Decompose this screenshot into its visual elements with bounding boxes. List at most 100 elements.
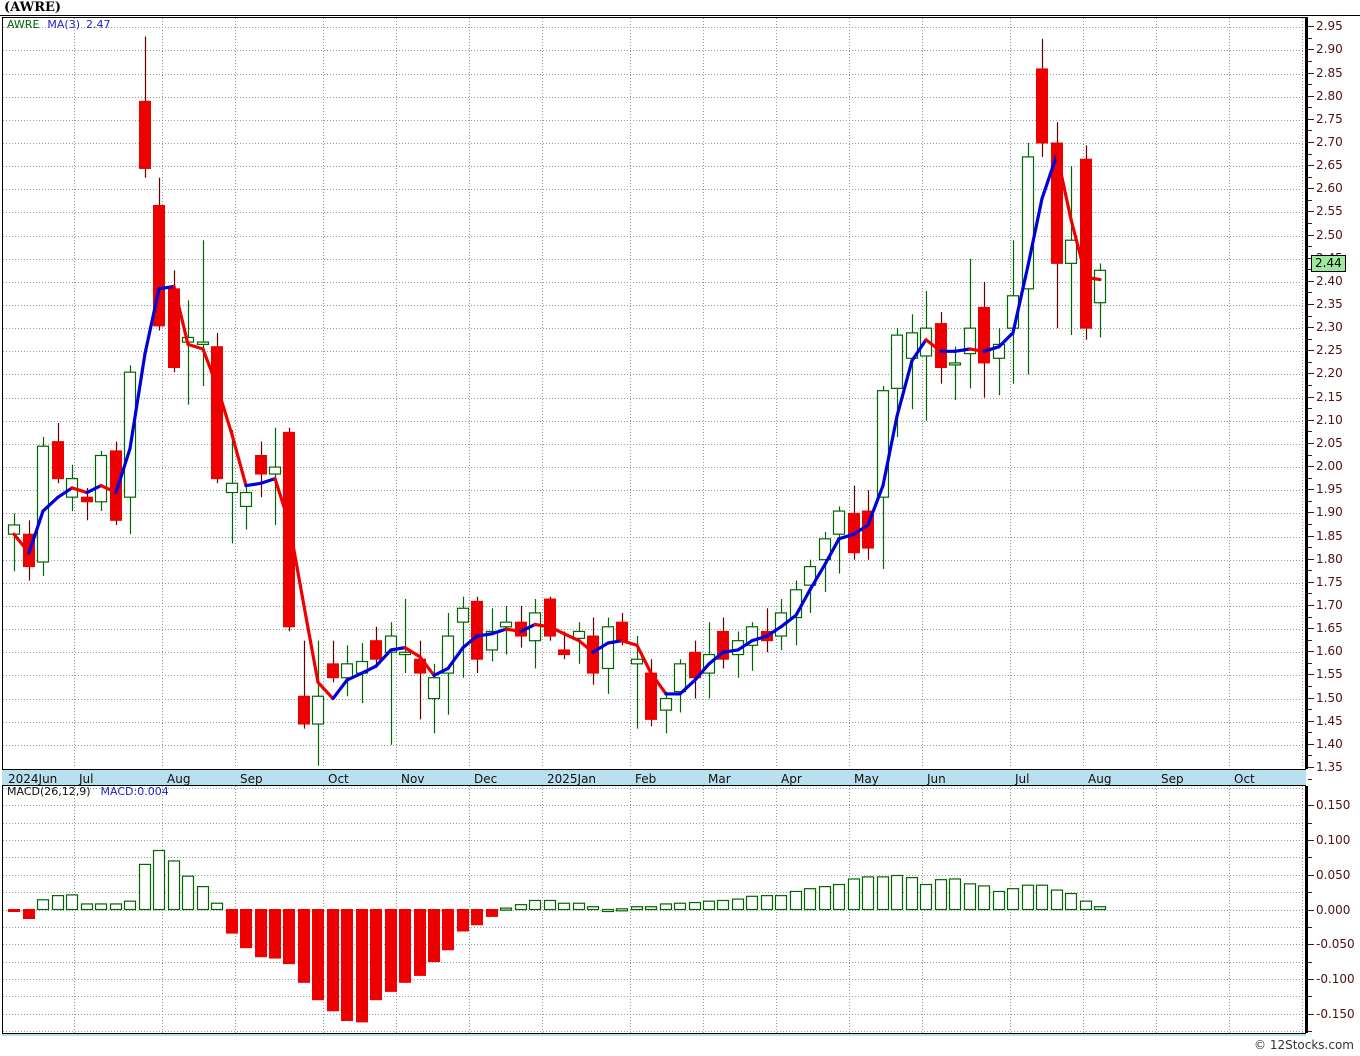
date-axis-label: Sep — [240, 772, 263, 786]
price-axis-label: 2.30 — [1316, 320, 1343, 335]
macd-axis-tick — [1308, 875, 1314, 876]
price-axis-tick — [1308, 744, 1314, 745]
date-axis-label: Jul — [1015, 772, 1030, 786]
price-axis-minor-tick — [1308, 107, 1312, 108]
macd-axis-tick — [1308, 979, 1314, 980]
macd-axis-minor-tick — [1308, 823, 1312, 824]
price-axis-minor-tick — [1308, 246, 1312, 247]
price-axis-tick — [1308, 211, 1314, 212]
price-axis-tick — [1308, 582, 1314, 583]
footer: © 12Stocks.com — [0, 1036, 1360, 1056]
macd-axis-label: -0.100 — [1316, 971, 1355, 986]
price-axis: 2.44 2.95 2.90 2.85 2.80 2.75 2.70 2.65 2.60 2.5… — [1306, 17, 1360, 780]
price-axis-label: 2.95 — [1316, 19, 1343, 34]
price-axis-tick — [1308, 73, 1314, 74]
price-chart-panel[interactable]: AWRE MA(3) 2.47 — [2, 17, 1306, 769]
price-axis-minor-tick — [1308, 200, 1312, 201]
date-axis-label: 2024Jun — [8, 772, 58, 786]
price-axis-tick — [1308, 443, 1314, 444]
macd-axis-minor-tick — [1308, 1031, 1312, 1032]
price-axis-label: 2.25 — [1316, 343, 1343, 358]
price-axis-minor-tick — [1308, 524, 1312, 525]
price-axis-label: 1.60 — [1316, 644, 1343, 659]
price-axis-tick — [1308, 767, 1314, 768]
price-axis-tick — [1308, 188, 1314, 189]
price-axis-tick — [1308, 397, 1314, 398]
price-axis-minor-tick — [1308, 709, 1312, 710]
price-axis-tick — [1308, 304, 1314, 305]
price-axis-label: 2.55 — [1316, 204, 1343, 219]
price-axis-minor-tick — [1308, 316, 1312, 317]
price-axis-label: 1.70 — [1316, 597, 1343, 612]
price-axis-minor-tick — [1308, 779, 1312, 780]
price-axis-tick — [1308, 512, 1314, 513]
date-axis-label: Sep — [1161, 772, 1184, 786]
date-axis-label: May — [854, 772, 879, 786]
price-axis-label: 1.40 — [1316, 736, 1343, 751]
macd-axis-tick — [1308, 805, 1314, 806]
price-axis-tick — [1308, 119, 1314, 120]
price-axis-label: 2.70 — [1316, 135, 1343, 149]
price-axis-label: 2.10 — [1316, 412, 1343, 427]
macd-axis-minor-tick — [1308, 857, 1312, 858]
price-axis-label: 2.90 — [1316, 42, 1343, 57]
price-chart-svg — [3, 18, 1305, 768]
price-axis-tick — [1308, 96, 1314, 97]
price-axis-minor-tick — [1308, 362, 1312, 363]
macd-axis-tick — [1308, 1014, 1314, 1015]
price-axis-tick — [1308, 350, 1314, 351]
price-axis-minor-tick — [1308, 501, 1312, 502]
price-axis-minor-tick — [1308, 478, 1312, 479]
price-axis-minor-tick — [1308, 269, 1312, 270]
date-axis-label: Nov — [401, 772, 425, 786]
price-axis-label: 2.50 — [1316, 227, 1343, 242]
price-axis-tick — [1308, 165, 1314, 166]
price-axis-label: 2.75 — [1316, 111, 1343, 126]
price-axis-minor-tick — [1308, 617, 1312, 618]
macd-axis-minor-tick — [1308, 927, 1312, 928]
title-divider — [0, 15, 1360, 16]
macd-axis-minor-tick — [1308, 962, 1312, 963]
price-axis-tick — [1308, 235, 1314, 236]
price-axis-minor-tick — [1308, 686, 1312, 687]
date-axis-label: Jun — [927, 772, 946, 786]
date-axis-label: Oct — [328, 772, 349, 786]
price-axis-tick — [1308, 466, 1314, 467]
price-axis-minor-tick — [1308, 130, 1312, 131]
price-axis-label: 2.15 — [1316, 389, 1343, 404]
price-axis-label: 2.20 — [1316, 366, 1343, 381]
price-axis-label: 1.95 — [1316, 482, 1343, 497]
macd-axis-label: -0.050 — [1316, 937, 1355, 952]
price-axis-tick — [1308, 26, 1314, 27]
date-axis-label: Aug — [167, 772, 191, 786]
price-axis-label: 1.50 — [1316, 690, 1343, 705]
price-axis-tick — [1308, 651, 1314, 652]
macd-axis-tick — [1308, 944, 1314, 945]
macd-chart-svg — [3, 786, 1305, 1033]
price-axis-label: 2.60 — [1316, 181, 1343, 196]
title-bar: (AWRE) — [0, 0, 1360, 16]
price-axis-label: 1.35 — [1316, 760, 1343, 774]
macd-axis-label: 0.150 — [1316, 798, 1351, 813]
date-axis-label: Jul — [79, 772, 94, 786]
macd-axis-tick — [1308, 840, 1314, 841]
last-price-badge: 2.44 — [1311, 255, 1346, 273]
price-axis-tick — [1308, 327, 1314, 328]
date-axis-label: 2025Jan — [547, 772, 597, 786]
macd-axis-label: -0.150 — [1316, 1006, 1355, 1021]
macd-chart-panel[interactable]: MACD(26,12,9) MACD:0.004 — [2, 786, 1306, 1033]
date-axis-label: Apr — [781, 772, 802, 786]
price-axis-minor-tick — [1308, 431, 1312, 432]
date-axis-price: 2024Jun Jul Aug Sep Oct Nov Dec 2025Jan Feb Mar Ap… — [2, 769, 1306, 786]
price-axis-minor-tick — [1308, 38, 1312, 39]
macd-axis-minor-tick — [1308, 892, 1312, 893]
price-axis-minor-tick — [1308, 84, 1312, 85]
price-axis-minor-tick — [1308, 385, 1312, 386]
copyright-notice: © 12Stocks.com — [1254, 1038, 1354, 1052]
price-axis-minor-tick — [1308, 593, 1312, 594]
price-axis-minor-tick — [1308, 755, 1312, 756]
price-axis-minor-tick — [1308, 339, 1312, 340]
price-axis-label: 1.65 — [1316, 621, 1343, 636]
price-axis-tick — [1308, 536, 1314, 537]
price-axis-minor-tick — [1308, 223, 1312, 224]
